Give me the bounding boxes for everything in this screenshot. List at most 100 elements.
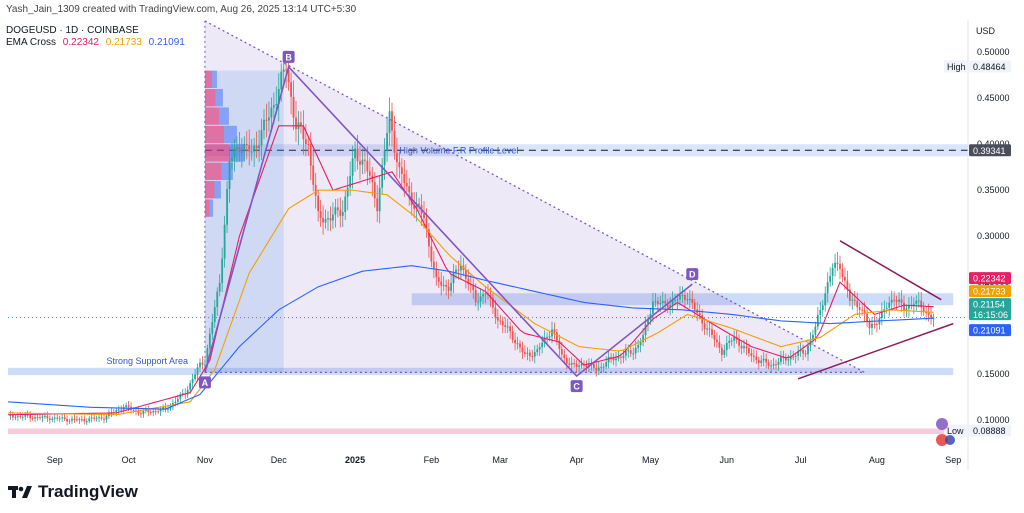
candle-body bbox=[664, 300, 667, 304]
high-label: High bbox=[947, 62, 966, 72]
candle-body bbox=[344, 196, 347, 213]
candle-body bbox=[831, 267, 834, 276]
candle-body bbox=[83, 419, 86, 422]
candle-body bbox=[893, 299, 896, 301]
candle-body bbox=[898, 299, 900, 302]
ema-fast-line bbox=[7, 125, 934, 416]
candle-body bbox=[541, 342, 544, 348]
candle-body bbox=[661, 300, 664, 304]
candle-body bbox=[332, 214, 334, 221]
candle-body bbox=[556, 332, 558, 341]
candle-body bbox=[600, 366, 603, 368]
indicator-legend[interactable]: EMA Cross 0.22342 0.21733 0.21091 bbox=[6, 37, 185, 48]
candle-body bbox=[472, 284, 475, 290]
candle-body bbox=[738, 339, 740, 346]
candle-body bbox=[647, 319, 649, 325]
ema-mid-tag: 0.21733 bbox=[973, 287, 1006, 297]
candle-body bbox=[356, 148, 359, 162]
candle-body bbox=[255, 145, 258, 149]
candle-body bbox=[295, 117, 297, 130]
candle-body bbox=[403, 173, 406, 184]
candle-body bbox=[605, 362, 608, 367]
level-label: High Volume F.R Profile Level bbox=[399, 145, 518, 155]
candle-body bbox=[777, 361, 780, 365]
candle-body bbox=[927, 312, 930, 315]
candle-body bbox=[492, 297, 494, 308]
candle-body bbox=[848, 289, 851, 301]
tradingview-logo[interactable]: TradingView bbox=[8, 482, 138, 502]
candle-body bbox=[39, 417, 41, 419]
candle-body bbox=[908, 304, 910, 309]
candle-body bbox=[679, 295, 681, 300]
ema-mid-tag-bg bbox=[969, 285, 1011, 298]
candle-body bbox=[371, 175, 374, 183]
candle-body bbox=[624, 350, 627, 356]
candle-body bbox=[376, 198, 379, 212]
candle-body bbox=[627, 350, 630, 352]
candle-body bbox=[68, 420, 71, 422]
x-tick-label: 2025 bbox=[345, 455, 365, 465]
candle-body bbox=[191, 379, 194, 384]
candle-body bbox=[428, 229, 430, 247]
candle-body bbox=[538, 347, 541, 350]
candle-body bbox=[233, 148, 236, 158]
candle-body bbox=[174, 401, 177, 403]
candle-body bbox=[445, 284, 448, 287]
candle-body bbox=[415, 203, 418, 209]
candle-body bbox=[317, 195, 320, 212]
ema-fast-value: 0.22342 bbox=[62, 37, 99, 48]
candle-body bbox=[285, 69, 288, 71]
axis-layer: 0.500000.450000.400000.350000.300000.250… bbox=[47, 20, 1010, 470]
profile-bar-sell bbox=[204, 162, 222, 181]
candle-body bbox=[272, 105, 275, 108]
candle-body bbox=[548, 336, 551, 338]
candle-body bbox=[31, 417, 34, 419]
currency-label[interactable]: USD bbox=[976, 26, 996, 36]
candle-body bbox=[73, 418, 76, 420]
candle-body bbox=[66, 418, 68, 422]
candle-body bbox=[48, 418, 51, 421]
candle-body bbox=[684, 295, 686, 300]
candle-body bbox=[440, 281, 443, 286]
candle-body bbox=[868, 321, 871, 328]
candle-body bbox=[693, 302, 696, 310]
candle-body bbox=[469, 284, 472, 286]
candle-body bbox=[861, 309, 864, 311]
candle-body bbox=[688, 299, 691, 301]
candle-body bbox=[120, 409, 123, 411]
candle-body bbox=[186, 389, 189, 395]
candle-body bbox=[19, 416, 22, 418]
candle-body bbox=[851, 299, 854, 301]
candle-body bbox=[206, 348, 209, 365]
profile-bar-sell bbox=[204, 107, 220, 125]
candle-body bbox=[482, 294, 484, 297]
x-tick-label: Feb bbox=[424, 455, 440, 465]
symbol-title[interactable]: DOGEUSD · 1D · COINBASE bbox=[6, 25, 139, 36]
x-tick-label: Oct bbox=[122, 455, 137, 465]
candle-body bbox=[691, 299, 694, 303]
candle-body bbox=[615, 358, 617, 361]
price-tags-layer: High 0.48464 Low 0.08888 0.39341 0.22342 0.217… bbox=[936, 60, 1011, 446]
candle-body bbox=[528, 352, 531, 357]
low-value-tag-bg bbox=[969, 424, 1011, 437]
candle-body bbox=[71, 418, 73, 421]
candle-body bbox=[21, 416, 24, 418]
candle-body bbox=[334, 207, 337, 215]
current-price-tag: 0.21154 bbox=[973, 300, 1005, 310]
candle-body bbox=[474, 289, 477, 302]
candle-body bbox=[580, 363, 583, 366]
candle-body bbox=[602, 366, 605, 368]
candle-body bbox=[253, 145, 256, 152]
candle-body bbox=[804, 353, 807, 355]
candle-body bbox=[858, 307, 861, 310]
candle-body bbox=[467, 278, 470, 285]
candle-body bbox=[329, 218, 332, 221]
candle-body bbox=[912, 303, 915, 306]
candle-body bbox=[98, 417, 100, 419]
pattern-layer: A B C D bbox=[8, 50, 968, 393]
candle-body bbox=[159, 409, 162, 412]
candle-body bbox=[930, 314, 932, 319]
candle-body bbox=[706, 328, 708, 330]
y-tick-label: 0.30000 bbox=[977, 231, 1010, 241]
